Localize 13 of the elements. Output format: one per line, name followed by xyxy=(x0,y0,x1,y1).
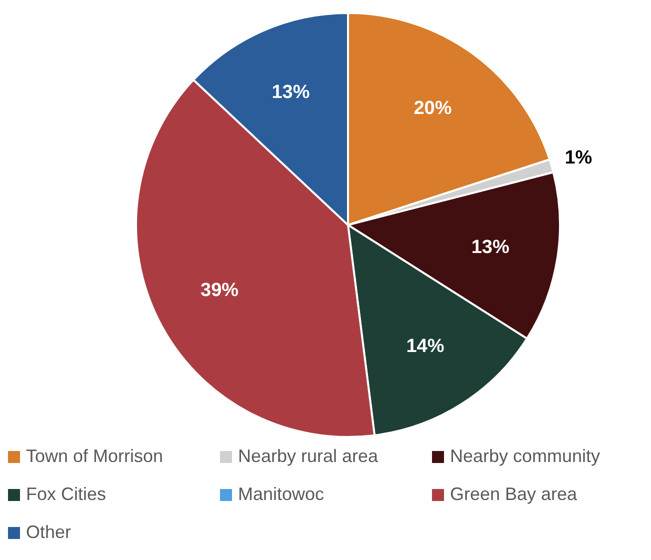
data-label: 14% xyxy=(406,336,444,358)
legend-label: Nearby rural area xyxy=(238,446,378,467)
legend-label: Green Bay area xyxy=(450,484,578,505)
legend-label: Nearby community xyxy=(450,446,600,467)
legend-label: Other xyxy=(26,522,72,543)
legend-label: Fox Cities xyxy=(26,484,106,505)
data-label: 1% xyxy=(564,148,592,169)
data-label: 20% xyxy=(414,98,452,119)
legend-label: Town of Morrison xyxy=(26,446,164,467)
data-label: 39% xyxy=(200,280,239,301)
data-label: 13% xyxy=(471,237,510,258)
legend-label: Manitowoc xyxy=(238,484,324,505)
data-label: 13% xyxy=(272,82,310,104)
